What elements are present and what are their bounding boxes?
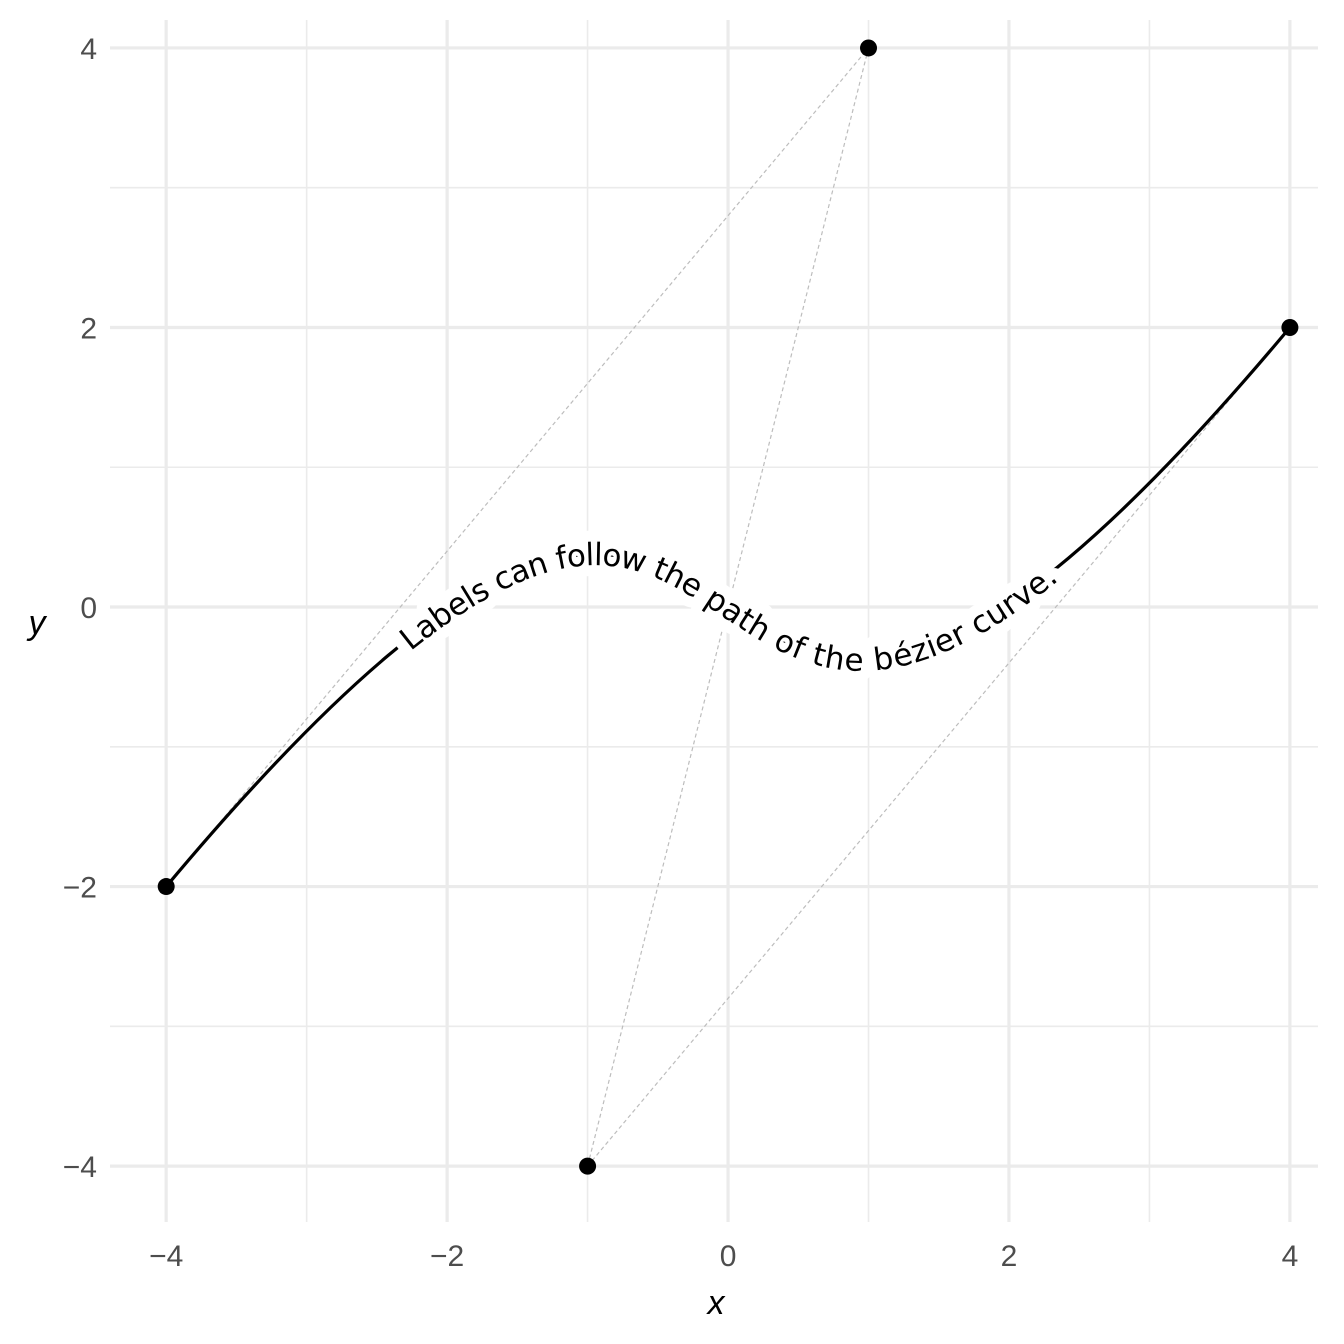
y-axis-ticks: −4 −2 0 2 4 xyxy=(63,33,97,1184)
x-tick-label: 2 xyxy=(1001,1240,1018,1273)
control-line xyxy=(587,327,1291,1167)
x-tick-label: 4 xyxy=(1282,1240,1299,1273)
y-tick-label: −2 xyxy=(63,872,97,905)
y-tick-label: 2 xyxy=(80,312,97,345)
bezier-point xyxy=(579,1157,597,1175)
x-tick-label: −2 xyxy=(430,1240,464,1273)
bezier-curve xyxy=(164,326,1292,888)
bezier-curve-group xyxy=(164,326,1292,888)
x-tick-label: −4 xyxy=(149,1240,183,1273)
y-tick-label: 4 xyxy=(80,33,97,66)
bezier-point xyxy=(157,878,175,896)
x-axis-title: x xyxy=(706,1284,726,1322)
x-axis-ticks: −4 −2 0 2 4 xyxy=(149,1240,1298,1273)
x-tick-label: 0 xyxy=(720,1240,737,1273)
major-gridlines xyxy=(110,20,1318,1222)
bezier-point xyxy=(1281,318,1299,336)
bezier-point xyxy=(860,39,878,57)
bezier-points xyxy=(157,39,1299,1175)
y-axis-title: y xyxy=(27,604,48,642)
y-tick-label: 0 xyxy=(80,592,97,625)
control-line xyxy=(165,47,869,887)
minor-gridlines xyxy=(110,20,1318,1222)
y-tick-label: −4 xyxy=(63,1151,97,1184)
